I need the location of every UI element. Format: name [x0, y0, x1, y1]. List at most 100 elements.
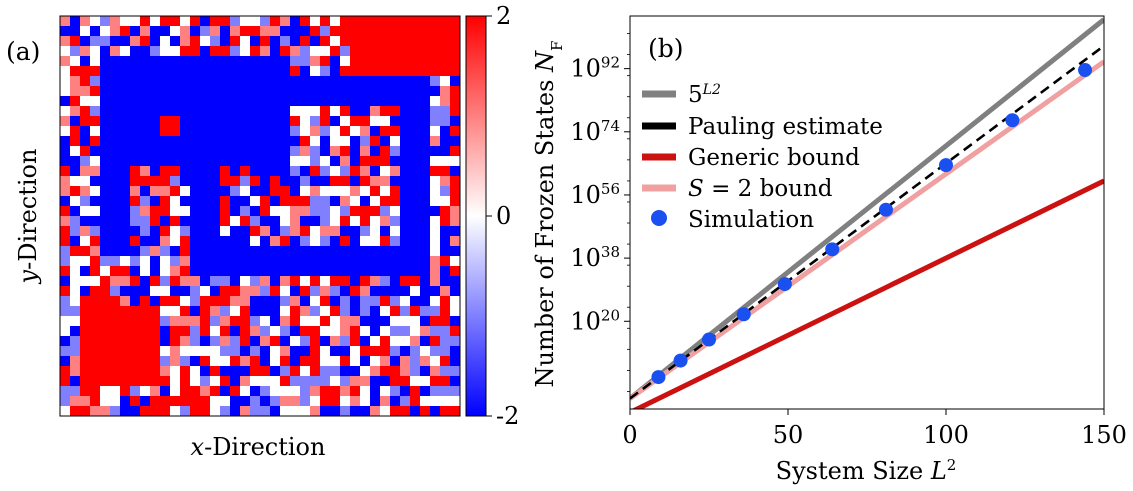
heatmap-cell	[220, 356, 231, 367]
heatmap-cell	[320, 26, 331, 37]
heatmap-cell	[70, 276, 81, 287]
heatmap-cell	[160, 16, 171, 27]
heatmap-cell	[430, 96, 441, 107]
heatmap-cell	[190, 336, 201, 347]
heatmap-cell	[350, 366, 361, 377]
heatmap-cell	[370, 296, 381, 307]
heatmap-cell	[350, 116, 361, 127]
heatmap-cell	[320, 226, 331, 237]
heatmap-cell	[60, 346, 71, 357]
heatmap-cell	[440, 166, 451, 177]
heatmap-cell	[230, 36, 241, 47]
heatmap-cell	[300, 146, 311, 157]
heatmap-cell	[240, 156, 251, 167]
heatmap-cell	[370, 66, 381, 77]
heatmap-cell	[120, 126, 131, 137]
heatmap-cell	[200, 406, 211, 417]
heatmap-cell	[60, 236, 71, 247]
heatmap-cell	[90, 96, 101, 107]
heatmap-cell	[360, 296, 371, 307]
heatmap-cell	[260, 236, 271, 247]
heatmap-cell	[440, 26, 451, 37]
heatmap-cell	[270, 356, 281, 367]
heatmap-cell	[290, 306, 301, 317]
heatmap-cell	[140, 256, 151, 267]
heatmap-cell	[440, 16, 451, 27]
heatmap-cell	[160, 76, 171, 87]
heatmap-cell	[410, 396, 421, 407]
heatmap-cell	[350, 136, 361, 147]
heatmap-cell	[150, 186, 161, 197]
heatmap-cell	[190, 46, 201, 57]
heatmap-cell	[410, 216, 421, 227]
heatmap-cell	[90, 306, 101, 317]
heatmap-cell	[110, 256, 121, 267]
heatmap-cell	[430, 126, 441, 137]
heatmap-cell	[170, 86, 181, 97]
heatmap-cell	[390, 196, 401, 207]
heatmap-cell	[380, 126, 391, 137]
heatmap-cell	[320, 246, 331, 257]
heatmap-cell	[330, 316, 341, 327]
heatmap-cell	[210, 196, 221, 207]
heatmap-cell	[340, 346, 351, 357]
heatmap-cell	[170, 336, 181, 347]
heatmap-cell	[180, 86, 191, 97]
heatmap-cell	[370, 46, 381, 57]
heatmap-cell	[420, 56, 431, 67]
heatmap-cell	[160, 376, 171, 387]
series-line-2	[631, 178, 1104, 409]
heatmap-cell	[320, 296, 331, 307]
y-tick-label: 1020	[570, 306, 620, 335]
heatmap-cell	[260, 66, 271, 77]
heatmap-cell	[230, 406, 241, 417]
heatmap-cell	[350, 96, 361, 107]
heatmap-cell	[250, 156, 261, 167]
heatmap-cell	[140, 136, 151, 147]
heatmap-cell	[270, 186, 281, 197]
heatmap-cell	[360, 406, 371, 417]
heatmap-cell	[360, 186, 371, 197]
heatmap-cell	[360, 206, 371, 217]
heatmap-cell	[290, 96, 301, 107]
heatmap-cell	[140, 246, 151, 257]
heatmap-cell	[290, 196, 301, 207]
heatmap-cell	[320, 286, 331, 297]
heatmap-cell	[190, 56, 201, 67]
heatmap-cell	[440, 386, 451, 397]
heatmap-cell	[110, 36, 121, 47]
heatmap-cell	[100, 346, 111, 357]
heatmap-cell	[360, 256, 371, 267]
heatmap-cell	[280, 386, 291, 397]
heatmap-cell	[400, 256, 411, 267]
heatmap-cell	[350, 206, 361, 217]
heatmap-cell	[370, 196, 381, 207]
heatmap-cell	[130, 166, 141, 177]
heatmap-cell	[380, 266, 391, 277]
heatmap-cell	[320, 406, 331, 417]
heatmap-cell	[70, 376, 81, 387]
heatmap-cell	[280, 306, 291, 317]
heatmap-cell	[80, 176, 91, 187]
heatmap-cell	[450, 66, 461, 77]
heatmap-cell	[390, 286, 401, 297]
heatmap-cell	[230, 346, 241, 357]
heatmap-cell	[420, 136, 431, 147]
heatmap-cell	[280, 86, 291, 97]
heatmap-cell	[70, 86, 81, 97]
heatmap-cell	[60, 96, 71, 107]
heatmap-cell	[130, 406, 141, 417]
heatmap-cell	[150, 16, 161, 27]
heatmap-cell	[260, 86, 271, 97]
heatmap-cell	[280, 166, 291, 177]
heatmap-cell	[170, 326, 181, 337]
heatmap-cell	[420, 316, 431, 327]
heatmap-cell	[80, 186, 91, 197]
heatmap-cell	[290, 206, 301, 217]
heatmap-cell	[320, 346, 331, 357]
heatmap-cell	[220, 366, 231, 377]
heatmap-cell	[350, 296, 361, 307]
heatmap-cell	[390, 116, 401, 127]
heatmap-cell	[280, 376, 291, 387]
heatmap-cell	[280, 246, 291, 257]
